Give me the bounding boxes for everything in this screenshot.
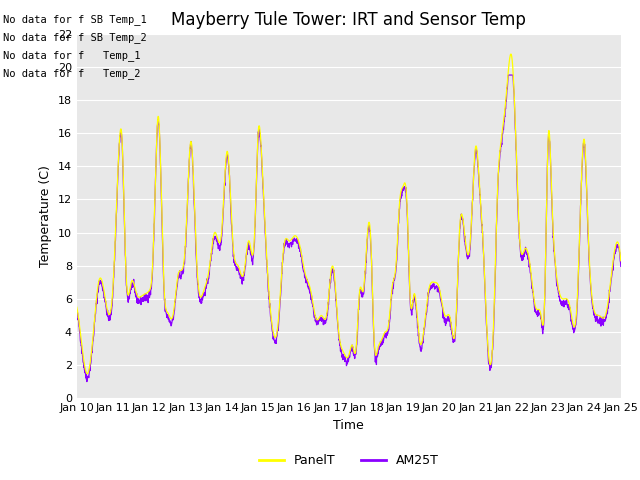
Text: No data for f SB Temp_1: No data for f SB Temp_1	[3, 13, 147, 24]
Y-axis label: Temperature (C): Temperature (C)	[39, 165, 52, 267]
Text: No data for f   Temp_2: No data for f Temp_2	[3, 68, 141, 79]
Text: No data for f   Temp_1: No data for f Temp_1	[3, 50, 141, 61]
Legend: PanelT, AM25T: PanelT, AM25T	[254, 449, 444, 472]
X-axis label: Time: Time	[333, 419, 364, 432]
Text: No data for f SB Temp_2: No data for f SB Temp_2	[3, 32, 147, 43]
Title: Mayberry Tule Tower: IRT and Sensor Temp: Mayberry Tule Tower: IRT and Sensor Temp	[172, 11, 526, 29]
